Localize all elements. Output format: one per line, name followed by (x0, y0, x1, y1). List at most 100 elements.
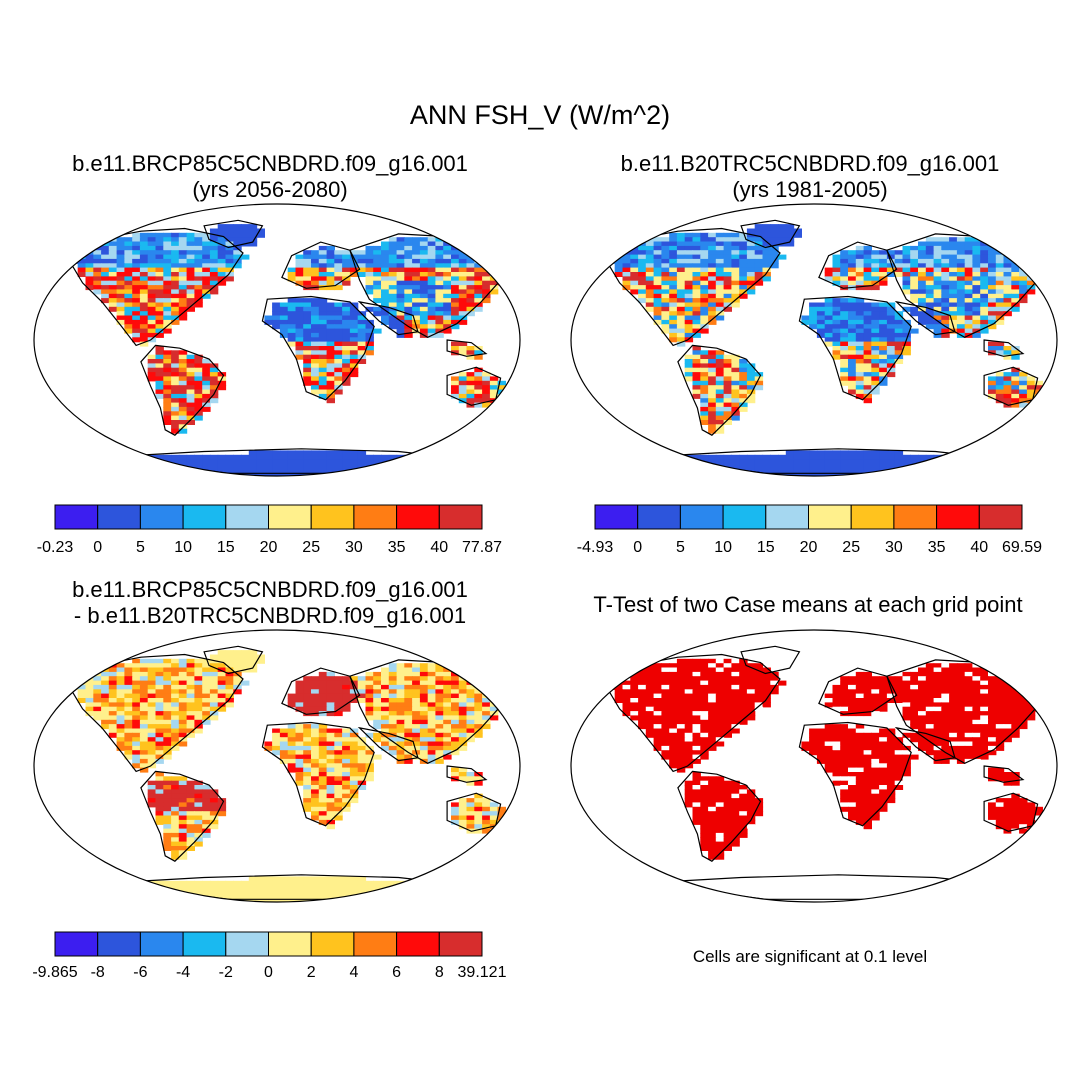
colorbar-1-box-5 (268, 504, 312, 530)
colorbar-3-box-4 (225, 931, 270, 957)
colorbar-1-label-7: 30 (345, 539, 363, 556)
colorbar-1-label-1: 0 (93, 539, 102, 556)
coastline-greenland (740, 219, 801, 249)
colorbar-3-label-8: 6 (392, 964, 401, 981)
map-ttest-border (570, 629, 1058, 903)
panel-title-past: b.e11.B20TRC5CNBDRD.f09_g16.001 (yrs 198… (570, 151, 1050, 203)
coastline-africa (261, 721, 375, 827)
colorbar-2-box-6 (850, 504, 895, 530)
colorbar-1-label-10: 77.87 (462, 539, 502, 556)
map-future (34, 204, 520, 476)
colorbar-2-label-0: -4.93 (577, 539, 614, 556)
colorbar-1: -0.23 0 5 10 15 20 25 30 35 40 77.87 (37, 504, 502, 556)
colorbar-3-label-2: -6 (133, 964, 147, 981)
colorbar-1-label-3: 10 (174, 539, 192, 556)
colorbar-2-label-9: 40 (970, 539, 988, 556)
panel-title-ttest-line1: T-Test of two Case means at each grid po… (593, 592, 1023, 617)
coastline-north-america (604, 653, 781, 773)
coastline-europe (818, 241, 898, 289)
coastline-arabia-india (894, 726, 956, 762)
map-diff-cells (70, 650, 506, 902)
map-past-cells (607, 224, 1043, 476)
colorbar-3-label-7: 4 (349, 964, 358, 981)
colorbar-2-label-5: 20 (800, 539, 818, 556)
coastline-europe (281, 667, 361, 715)
coastline-south-america (140, 344, 225, 436)
colorbar-3-box-3 (182, 931, 227, 957)
map-past (571, 204, 1057, 476)
colorbar-3-label-3: -4 (176, 964, 190, 981)
coastline-se-asia-islands (983, 765, 1025, 783)
colorbar-1-box-9 (438, 504, 483, 530)
panel-title-diff-line1: b.e11.BRCP85C5CNBDRD.f09_g16.001 (72, 577, 468, 602)
coastline-south-america (140, 770, 225, 862)
coastline-south-america (677, 770, 762, 862)
colorbar-2: -4.93 0 5 10 15 20 25 30 35 40 69.59 (577, 504, 1042, 556)
colorbar-1-box-7 (353, 504, 398, 530)
colorbar-2-label-2: 5 (676, 539, 685, 556)
colorbar-2-label-7: 30 (885, 539, 903, 556)
coastline-se-asia-islands (983, 339, 1025, 357)
coastline-greenland (203, 645, 264, 675)
map-future-border (33, 203, 521, 477)
colorbar-3-box-7 (353, 931, 398, 957)
colorbar-2-label-6: 25 (842, 539, 860, 556)
colorbar-1-label-5: 20 (260, 539, 278, 556)
coastline-north-america (604, 227, 781, 347)
maps-layer (33, 203, 1058, 903)
colorbar-1-box-3 (182, 504, 227, 530)
coastline-arabia-india (357, 300, 419, 336)
colorbar-1-box-2 (139, 504, 184, 530)
coastline-greenland (203, 219, 264, 249)
colorbar-1-label-4: 15 (217, 539, 235, 556)
colorbar-1-label-8: 35 (388, 539, 406, 556)
colorbar-1-label-0: -0.23 (37, 539, 74, 556)
coastline-arabia-india (357, 726, 419, 762)
colorbar-2-box-4 (765, 504, 809, 530)
colorbar-2-box-7 (893, 504, 938, 530)
colorbar-2-box-0 (594, 504, 639, 530)
colorbar-1-box-6 (310, 504, 355, 530)
coastline-se-asia-islands (446, 765, 488, 783)
panel-title-future-line1: b.e11.BRCP85C5CNBDRD.f09_g16.001 (72, 151, 468, 176)
colorbar-3: -9.865 -8 -6 -4 -2 0 2 4 6 8 39.121 (32, 931, 507, 981)
colorbar-3-label-4: -2 (219, 964, 233, 981)
colorbar-3-label-9: 8 (435, 964, 444, 981)
panel-title-ttest: T-Test of two Case means at each grid po… (548, 592, 1068, 618)
colorbar-3-box-1 (97, 931, 141, 957)
significance-note: Cells are significant at 0.1 level (692, 947, 928, 966)
coastline-africa (261, 295, 375, 401)
colorbar-2-box-1 (637, 504, 681, 530)
colorbars-layer: -0.23 0 5 10 15 20 25 30 35 40 77.87 -4.93 0 5 10 15 20 2… (32, 504, 1042, 981)
coastline-africa (798, 295, 912, 401)
colorbar-2-box-8 (936, 504, 980, 530)
coastline-greenland (740, 645, 801, 675)
coastline-arabia-india (894, 300, 956, 336)
coastline-north-america (67, 227, 244, 347)
map-diff-border (33, 629, 521, 903)
colorbar-1-label-9: 40 (430, 539, 448, 556)
panel-title-future: b.e11.BRCP85C5CNBDRD.f09_g16.001 (yrs 20… (30, 151, 510, 203)
map-diff (34, 630, 520, 902)
colorbar-3-label-1: -8 (91, 964, 105, 981)
colorbar-3-label-6: 2 (307, 964, 316, 981)
colorbar-3-box-2 (139, 931, 184, 957)
panel-title-past-line1: b.e11.B20TRC5CNBDRD.f09_g16.001 (620, 151, 1000, 176)
coastline-africa (798, 721, 912, 827)
colorbar-2-label-8: 35 (928, 539, 946, 556)
colorbar-2-box-3 (722, 504, 767, 530)
main-title: ANN FSH_V (W/m^2) (409, 100, 671, 130)
colorbar-1-box-4 (225, 504, 270, 530)
colorbar-3-box-6 (310, 931, 355, 957)
colorbar-2-box-2 (679, 504, 724, 530)
colorbar-2-label-1: 0 (633, 539, 642, 556)
colorbar-3-box-0 (54, 931, 99, 957)
colorbar-3-box-9 (438, 931, 483, 957)
colorbar-3-label-0: -9.865 (32, 964, 77, 981)
map-ttest (571, 630, 1057, 902)
colorbar-1-label-6: 25 (302, 539, 320, 556)
map-past-border (570, 203, 1058, 477)
colorbar-1-box-0 (54, 504, 99, 530)
colorbar-3-box-5 (268, 931, 312, 957)
